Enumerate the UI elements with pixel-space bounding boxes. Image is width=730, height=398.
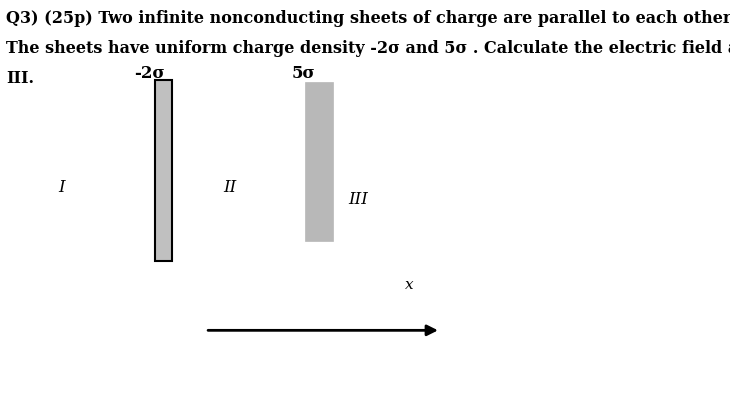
Text: Q3) (25p) Two infinite nonconducting sheets of charge are parallel to each other: Q3) (25p) Two infinite nonconducting she… xyxy=(6,10,730,27)
Text: II: II xyxy=(223,179,237,195)
Bar xyxy=(305,82,333,241)
Text: The sheets have uniform charge density -2σ and 5σ . Calculate the electric field: The sheets have uniform charge density -… xyxy=(6,40,730,57)
Text: I: I xyxy=(58,179,66,195)
Bar xyxy=(155,80,172,261)
Text: III: III xyxy=(347,191,368,207)
Text: 5σ: 5σ xyxy=(291,65,315,82)
Text: -2σ: -2σ xyxy=(134,65,165,82)
Text: III.: III. xyxy=(6,70,34,87)
Text: x: x xyxy=(404,277,413,292)
